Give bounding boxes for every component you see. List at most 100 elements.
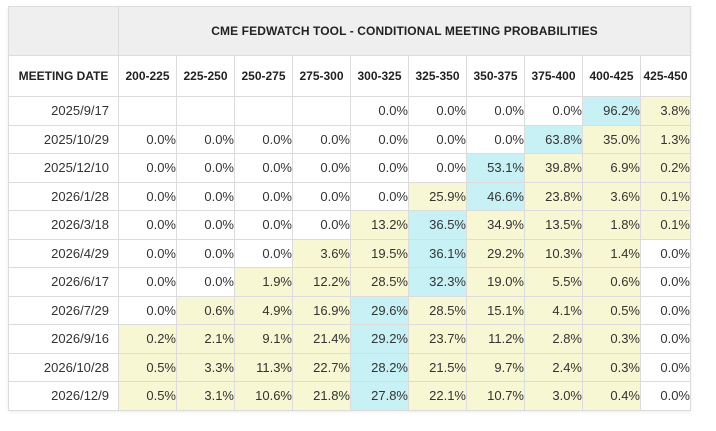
probability-cell: 0.0% <box>292 124 351 154</box>
meeting-date-cell: 2026/4/29 <box>8 238 119 268</box>
probability-cell: 21.4% <box>292 324 351 354</box>
probability-cell: 13.5% <box>524 210 583 240</box>
probability-cell: 3.8% <box>640 96 691 126</box>
meeting-date-cell: 2026/9/16 <box>8 324 119 354</box>
probability-cell: 0.3% <box>582 324 641 354</box>
probability-cell: 19.5% <box>350 238 409 268</box>
probability-cell: 0.0% <box>524 96 583 126</box>
probability-cell: 11.3% <box>234 352 293 382</box>
probability-cell: 46.6% <box>466 181 525 211</box>
probability-cell: 35.0% <box>582 124 641 154</box>
probability-cell: 36.1% <box>408 238 467 268</box>
probability-cell: 28.5% <box>350 267 409 297</box>
table-row: 2026/1/28 0.0% 0.0% 0.0% 0.0% 0.0% 25.9% 46.6% 2… <box>8 181 691 211</box>
probability-cell: 1.8% <box>582 210 641 240</box>
probability-cell: 0.0% <box>176 181 235 211</box>
probability-cell: 0.0% <box>176 210 235 240</box>
probability-cell: 3.3% <box>176 352 235 382</box>
probability-cell: 4.9% <box>234 295 293 325</box>
table-row: 2025/12/10 0.0% 0.0% 0.0% 0.0% 0.0% 0.0% 53.1% 3… <box>8 153 691 183</box>
probability-cell: 0.0% <box>640 352 691 382</box>
probability-cell: 53.1% <box>466 153 525 183</box>
table-body: 2025/9/17 0.0% 0.0% 0.0% 0.0% 96.2% 3.8% 2025/1… <box>8 96 691 411</box>
meeting-date-cell: 2026/12/9 <box>8 381 119 411</box>
probability-cell: 16.9% <box>292 295 351 325</box>
probability-cell: 0.0% <box>408 96 467 126</box>
probability-cell: 0.0% <box>640 324 691 354</box>
probability-cell: 2.8% <box>524 324 583 354</box>
probability-cell: 3.1% <box>176 381 235 411</box>
probability-cell: 32.3% <box>408 267 467 297</box>
probability-cell: 0.5% <box>118 352 177 382</box>
probability-cell: 27.8% <box>350 381 409 411</box>
table-row: 2026/9/16 0.2% 2.1% 9.1% 21.4% 29.2% 23.7% 11.2… <box>8 324 691 354</box>
fedwatch-table-container: CME FEDWATCH TOOL - CONDITIONAL MEETING … <box>8 6 691 411</box>
rate-range-header: 200-225 <box>118 55 177 97</box>
probability-cell: 0.0% <box>292 181 351 211</box>
rate-range-header: 250-275 <box>234 55 293 97</box>
probability-cell: 6.9% <box>582 153 641 183</box>
probability-cell: 9.7% <box>466 352 525 382</box>
probability-cell: 10.3% <box>524 238 583 268</box>
probability-cell: 19.0% <box>466 267 525 297</box>
probability-cell: 0.0% <box>350 96 409 126</box>
probability-cell: 1.9% <box>234 267 293 297</box>
probability-cell: 9.1% <box>234 324 293 354</box>
table-title: CME FEDWATCH TOOL - CONDITIONAL MEETING … <box>118 6 691 56</box>
meeting-date-cell: 2026/3/18 <box>8 210 119 240</box>
probability-cell: 3.6% <box>292 238 351 268</box>
probability-cell: 36.5% <box>408 210 467 240</box>
probability-cell: 0.0% <box>176 238 235 268</box>
probability-cell: 0.0% <box>234 210 293 240</box>
probability-cell: 0.3% <box>582 352 641 382</box>
probability-cell: 3.0% <box>524 381 583 411</box>
probability-cell: 0.5% <box>582 295 641 325</box>
probability-cell: 0.0% <box>408 124 467 154</box>
probability-cell: 0.5% <box>118 381 177 411</box>
probability-cell: 0.0% <box>176 267 235 297</box>
rate-range-header: 350-375 <box>466 55 525 97</box>
probability-cell <box>234 96 293 126</box>
probability-cell: 0.6% <box>176 295 235 325</box>
probability-cell: 0.1% <box>640 210 691 240</box>
column-header-row: MEETING DATE 200-225 225-250 250-275 275-30… <box>8 55 691 97</box>
title-row: CME FEDWATCH TOOL - CONDITIONAL MEETING … <box>8 6 691 56</box>
probability-cell: 28.5% <box>408 295 467 325</box>
probability-cell: 0.2% <box>640 153 691 183</box>
probability-cell: 0.0% <box>234 153 293 183</box>
probability-cell: 0.0% <box>640 267 691 297</box>
probability-cell: 0.0% <box>408 153 467 183</box>
meeting-date-cell: 2025/9/17 <box>8 96 119 126</box>
probability-cell: 0.0% <box>118 124 177 154</box>
meeting-date-cell: 2026/7/29 <box>8 295 119 325</box>
rate-range-header: 300-325 <box>350 55 409 97</box>
probability-cell: 28.2% <box>350 352 409 382</box>
probability-cell: 0.2% <box>118 324 177 354</box>
probability-cell: 15.1% <box>466 295 525 325</box>
probability-cell: 23.7% <box>408 324 467 354</box>
probability-cell: 0.4% <box>582 381 641 411</box>
probability-cell: 0.0% <box>176 124 235 154</box>
probability-cell: 1.4% <box>582 238 641 268</box>
rate-range-header: 325-350 <box>408 55 467 97</box>
probability-cell: 25.9% <box>408 181 467 211</box>
probabilities-table: CME FEDWATCH TOOL - CONDITIONAL MEETING … <box>8 6 691 411</box>
probability-cell <box>176 96 235 126</box>
meeting-date-cell: 2025/10/29 <box>8 124 119 154</box>
probability-cell: 0.0% <box>350 124 409 154</box>
probability-cell: 0.0% <box>118 210 177 240</box>
probability-cell: 0.0% <box>234 124 293 154</box>
table-row: 2026/10/28 0.5% 3.3% 11.3% 22.7% 28.2% 21.5% 9.… <box>8 352 691 382</box>
probability-cell: 34.9% <box>466 210 525 240</box>
meeting-date-cell: 2026/6/17 <box>8 267 119 297</box>
meeting-date-header: MEETING DATE <box>8 55 119 97</box>
probability-cell: 29.2% <box>466 238 525 268</box>
probability-cell: 11.2% <box>466 324 525 354</box>
table-row: 2025/9/17 0.0% 0.0% 0.0% 0.0% 96.2% 3.8% <box>8 96 691 126</box>
probability-cell: 5.5% <box>524 267 583 297</box>
rate-range-header: 400-425 <box>582 55 641 97</box>
rate-range-header: 425-450 <box>640 55 691 97</box>
meeting-date-cell: 2026/1/28 <box>8 181 119 211</box>
probability-cell <box>292 96 351 126</box>
probability-cell: 0.0% <box>640 238 691 268</box>
